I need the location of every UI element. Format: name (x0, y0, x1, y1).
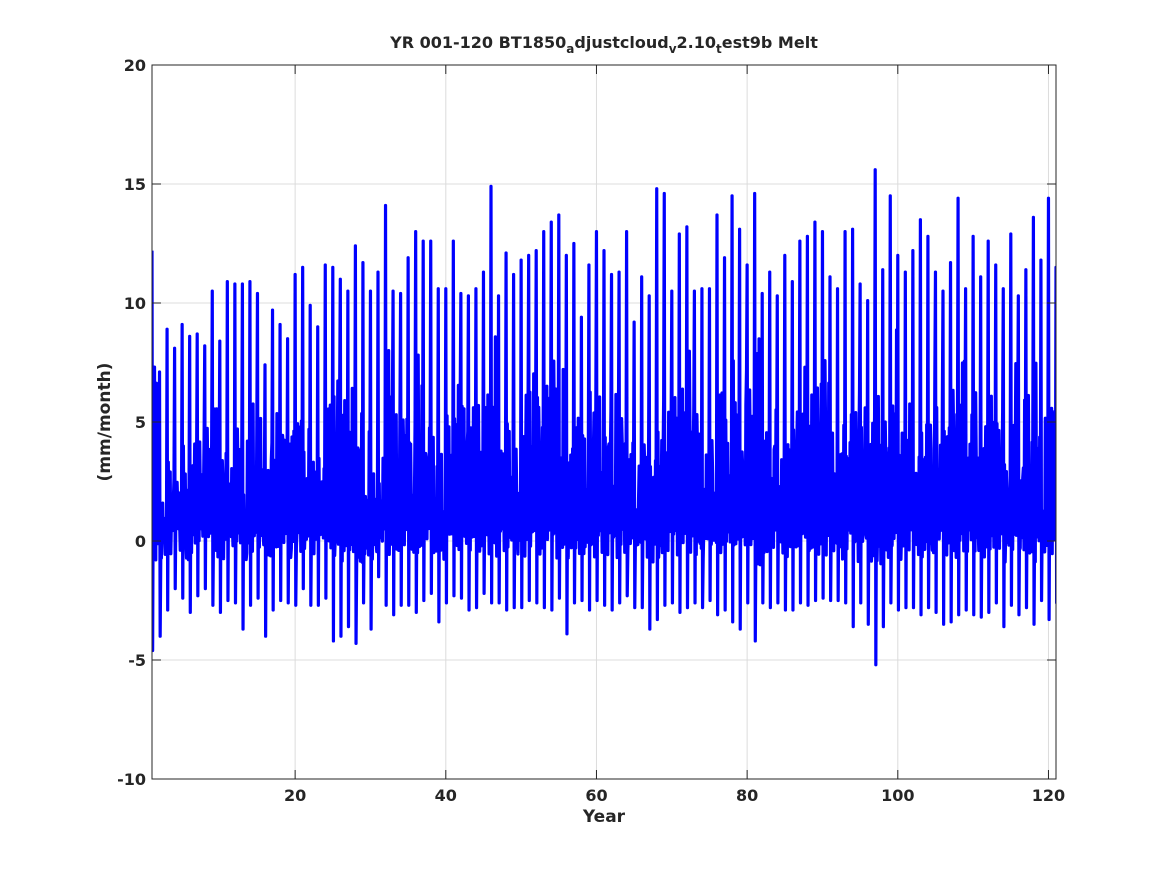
y-tick-label: -10 (117, 770, 146, 789)
melt-line (152, 168, 1056, 667)
axis-ticks (152, 64, 1056, 780)
x-tick-label: 80 (736, 786, 758, 805)
x-tick-label: 40 (435, 786, 457, 805)
y-tick-label: 15 (124, 175, 146, 194)
chart-title: YR 001-120 BT1850adjustcloudv2.10test9b … (389, 33, 818, 56)
y-tick-label: 10 (124, 294, 146, 313)
y-tick-label: 5 (135, 413, 146, 432)
x-tick-label: 60 (585, 786, 607, 805)
x-tick-label: 20 (284, 786, 306, 805)
x-tick-label: 100 (881, 786, 914, 805)
x-tick-labels: 20 40 60 80 100 120 (284, 786, 1065, 805)
y-tick-labels: -10 -5 0 5 10 15 20 (117, 56, 146, 789)
y-tick-label: 20 (124, 56, 146, 75)
y-tick-label: 0 (135, 532, 146, 551)
series-melt (152, 168, 1056, 667)
x-axis-title: Year (582, 807, 626, 827)
x-tick-label: 120 (1032, 786, 1065, 805)
y-tick-label: -5 (128, 651, 146, 670)
y-axis-title: (mm/month) (95, 363, 115, 482)
